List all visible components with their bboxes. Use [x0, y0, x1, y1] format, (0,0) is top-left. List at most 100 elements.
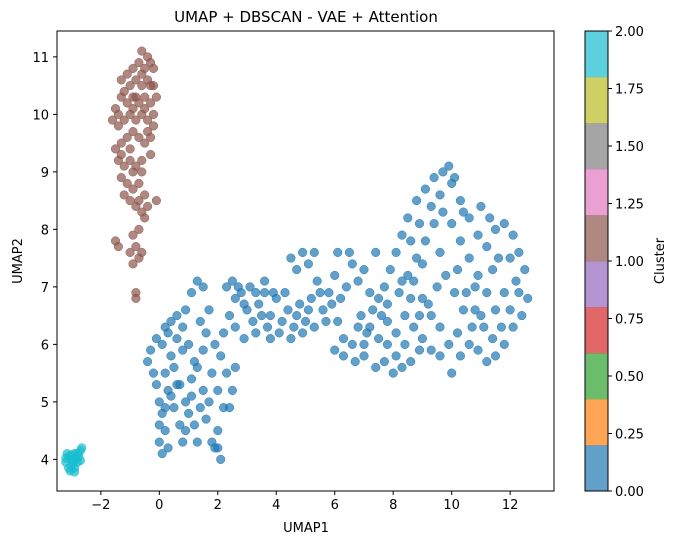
point-cluster-0 — [192, 362, 202, 372]
point-cluster-0 — [450, 288, 460, 298]
point-cluster-0 — [219, 328, 229, 338]
point-cluster-1 — [128, 230, 138, 240]
point-cluster-0 — [435, 322, 445, 332]
point-cluster-0 — [230, 322, 240, 332]
point-cluster-0 — [227, 385, 237, 395]
point-cluster-0 — [248, 316, 258, 326]
colorbar-tick-label: 2.00 — [615, 25, 644, 40]
point-cluster-0 — [368, 305, 378, 315]
y-tick-label: 6 — [41, 338, 49, 353]
point-cluster-0 — [464, 253, 474, 263]
point-cluster-1 — [148, 63, 159, 73]
point-cluster-0 — [508, 322, 518, 332]
point-cluster-0 — [257, 311, 267, 321]
point-cluster-0 — [289, 322, 299, 332]
point-cluster-0 — [426, 201, 436, 211]
point-cluster-0 — [520, 265, 530, 275]
point-cluster-0 — [409, 322, 419, 332]
point-cluster-0 — [160, 403, 170, 413]
point-cluster-0 — [347, 339, 357, 349]
colorbar-segment — [585, 353, 608, 400]
colorbar-segment — [585, 445, 608, 492]
point-cluster-0 — [426, 345, 436, 355]
point-cluster-2 — [75, 455, 85, 466]
point-cluster-0 — [254, 299, 264, 309]
point-cluster-1 — [134, 132, 144, 142]
point-cluster-0 — [482, 242, 492, 252]
point-cluster-0 — [344, 247, 354, 257]
point-cluster-1 — [125, 155, 135, 165]
point-cluster-0 — [262, 322, 273, 332]
point-cluster-0 — [429, 173, 439, 183]
point-cluster-0 — [303, 259, 313, 269]
point-cluster-1 — [148, 121, 159, 131]
point-cluster-0 — [189, 420, 199, 430]
point-cluster-1 — [131, 293, 141, 303]
point-cluster-0 — [169, 362, 179, 372]
point-cluster-0 — [382, 299, 392, 309]
point-cluster-0 — [330, 345, 340, 355]
point-cluster-1 — [119, 161, 129, 171]
point-cluster-1 — [148, 109, 159, 119]
point-cluster-0 — [181, 426, 191, 436]
point-cluster-0 — [157, 449, 167, 459]
colorbar-tick-label: 1.25 — [615, 198, 644, 213]
point-cluster-0 — [336, 293, 346, 303]
colorbar-segment — [585, 123, 608, 170]
point-cluster-0 — [382, 316, 392, 326]
point-cluster-0 — [198, 345, 208, 355]
point-cluster-0 — [175, 420, 185, 430]
point-cluster-1 — [146, 98, 156, 108]
point-cluster-1 — [122, 98, 132, 108]
point-cluster-0 — [473, 270, 483, 280]
point-cluster-1 — [122, 132, 132, 142]
point-cluster-1 — [151, 92, 161, 102]
point-cluster-0 — [350, 357, 360, 367]
point-cluster-0 — [219, 403, 229, 413]
point-cluster-0 — [178, 345, 188, 355]
point-cluster-0 — [403, 270, 413, 280]
point-cluster-1 — [137, 167, 147, 177]
y-tick-label: 10 — [32, 108, 49, 123]
point-cluster-0 — [458, 207, 468, 217]
point-cluster-0 — [523, 293, 533, 303]
point-cluster-2 — [77, 443, 87, 453]
point-cluster-1 — [116, 150, 126, 160]
point-cluster-1 — [131, 92, 141, 102]
point-cluster-0 — [511, 276, 521, 286]
point-cluster-0 — [230, 293, 240, 303]
point-cluster-0 — [333, 316, 343, 326]
colorbar: 0.00 0.25 0.50 0.75 1.00 1.25 1.50 1.75 2.00 — [584, 25, 644, 500]
point-cluster-0 — [467, 322, 477, 332]
point-cluster-1 — [140, 190, 150, 200]
point-cluster-0 — [447, 219, 457, 229]
point-cluster-0 — [493, 253, 504, 263]
point-cluster-0 — [151, 380, 161, 390]
point-cluster-0 — [204, 305, 214, 315]
point-cluster-0 — [260, 288, 270, 298]
point-cluster-0 — [239, 299, 249, 309]
point-cluster-0 — [429, 219, 439, 229]
colorbar-tick-label: 0.75 — [615, 313, 644, 328]
point-cluster-0 — [318, 305, 328, 315]
point-cluster-1 — [140, 213, 150, 223]
point-cluster-1 — [151, 196, 161, 206]
point-cluster-0 — [333, 247, 343, 257]
point-cluster-0 — [394, 288, 404, 298]
point-cluster-0 — [470, 282, 480, 292]
point-cluster-0 — [485, 213, 495, 223]
point-cluster-0 — [490, 351, 501, 361]
x-tick-label: 6 — [331, 498, 339, 513]
point-cluster-1 — [113, 242, 123, 252]
point-cluster-0 — [338, 334, 349, 344]
point-cluster-0 — [365, 288, 375, 298]
point-cluster-0 — [499, 288, 509, 298]
point-cluster-1 — [140, 138, 150, 148]
point-cluster-1 — [137, 155, 147, 165]
point-cluster-0 — [300, 316, 311, 326]
point-cluster-1 — [137, 46, 147, 56]
point-cluster-0 — [175, 380, 185, 390]
point-cluster-0 — [327, 299, 337, 309]
point-cluster-0 — [166, 391, 176, 401]
point-cluster-0 — [414, 345, 425, 355]
